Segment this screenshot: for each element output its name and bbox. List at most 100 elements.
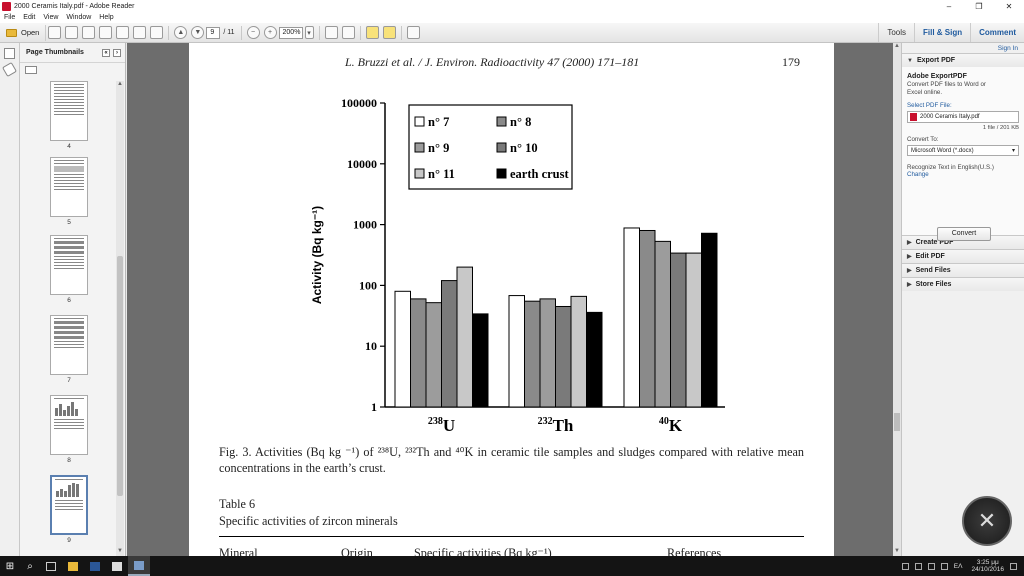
thumbnail-page-6[interactable] [50,235,88,295]
open-label: Open [21,28,40,37]
zoom-dropdown-icon[interactable]: ▾ [304,26,314,39]
collapse-icon[interactable]: « [102,48,110,57]
table-rule [219,536,804,537]
change-link[interactable]: Change [907,171,929,178]
close-panel-icon[interactable]: › [113,48,121,57]
edit-pdf-label: Edit PDF [915,253,945,260]
close-button[interactable]: ✕ [1005,1,1013,11]
adobe-export-title: Adobe ExportPDF [907,73,967,80]
scrollbar-thumb[interactable] [117,256,123,496]
menu-view[interactable]: View [43,14,59,21]
thumbnail-page-4[interactable] [50,81,88,141]
tools-tab[interactable]: Tools [878,23,914,42]
legend-swatch [414,142,425,153]
word-icon[interactable] [84,556,106,576]
volume-icon[interactable] [927,562,935,570]
thumbnail-page-7[interactable] [50,315,88,375]
notifications-icon[interactable] [1010,562,1017,570]
open-button[interactable]: Open [0,24,47,41]
thumbnail-label: 7 [67,377,71,384]
network-icon[interactable] [914,562,922,570]
toolbar-separator [240,25,242,40]
search-icon[interactable]: ⌕ [27,560,33,572]
page-thumbnails-icon[interactable] [4,48,15,59]
highlight-icon[interactable] [382,26,396,39]
navigation-pane [0,43,20,556]
menu-help[interactable]: Help [99,14,114,21]
legend-swatch [496,116,507,127]
store-files-section[interactable]: ▶ Store Files [902,277,1024,291]
thumbnail-page-5[interactable] [50,157,88,217]
floating-widget-icon[interactable]: ✕ [962,496,1012,546]
fit-page-icon[interactable] [324,26,338,39]
selected-file[interactable]: 2000 Ceramis Italy.pdf [907,111,1019,123]
export-pdf-section[interactable]: ▼ Export PDF [902,53,1024,67]
language-indicator[interactable]: ΕΛ [953,562,963,570]
edit-pdf-section[interactable]: ▶ Edit PDF [902,249,1024,263]
zoom-input[interactable]: 200% [278,26,303,39]
toolbar-separator [318,25,320,40]
tray-chevron-icon[interactable] [901,562,909,570]
scrollbar-thumb[interactable] [894,413,900,431]
recognize-text: Recognize Text in English(U.S.) [907,164,994,171]
folder-icon [6,28,17,37]
convert-button[interactable]: Convert [937,227,991,241]
y-tick-label: 10000 [347,157,377,171]
legend-label: earth crust [510,167,569,181]
thumbnail-page-9[interactable] [50,475,88,535]
page-number-input[interactable]: 9 [206,26,221,39]
save-icon[interactable] [116,26,130,39]
system-tray: ΕΛ 3:25 μμ 24/10/2016 [899,556,1020,576]
sign-icon[interactable] [406,26,420,39]
convert-to-label: Convert To: [907,136,939,143]
adobe-export-description: Convert PDF files to Word or Excel onlin… [907,81,986,96]
thumbnails-scrollbar[interactable]: ▲ ▼ [116,81,124,556]
expanded-arrow-icon: ▼ [907,57,913,64]
document-icon[interactable] [106,556,128,576]
restore-button[interactable]: ❐ [975,1,983,11]
scroll-down-icon[interactable]: ▼ [894,548,900,554]
legend-label: n° 9 [428,141,449,155]
edit-icon[interactable] [82,26,96,39]
comment-icon[interactable] [365,26,379,39]
x-tick-label: 232Th [538,416,574,435]
convert-to-select[interactable]: Microsoft Word (*.docx) ▾ [907,145,1019,156]
create-pdf-icon[interactable] [48,26,62,39]
scroll-down-icon[interactable]: ▼ [117,548,123,554]
menu-edit[interactable]: Edit [23,14,36,21]
export-pdf-label: Export PDF [916,57,956,64]
menu-file[interactable]: File [4,14,16,21]
attachments-icon[interactable] [1,61,18,78]
comment-tab[interactable]: Comment [970,23,1024,42]
scroll-up-icon[interactable]: ▲ [117,81,123,87]
legend-label: n° 11 [428,167,455,181]
minimize-button[interactable]: – [946,1,952,11]
clock[interactable]: 3:25 μμ 24/10/2016 [971,559,1004,573]
zoom-in-icon[interactable]: + [263,26,277,39]
task-view-icon[interactable] [40,556,62,576]
options-icon[interactable] [25,66,37,74]
table-header-mineral: Mineral [219,546,258,556]
battery-icon[interactable] [940,562,948,570]
print-icon[interactable] [133,26,147,39]
scroll-up-icon[interactable]: ▲ [894,43,900,49]
cloud-icon[interactable] [99,26,113,39]
send-files-section[interactable]: ▶ Send Files [902,263,1024,277]
prev-page-icon[interactable]: ▲ [174,26,188,39]
zoom-out-icon[interactable]: − [246,26,260,39]
email-icon[interactable] [150,26,164,39]
create-pdf-label: Create PDF [915,239,954,246]
full-screen-icon[interactable] [341,26,355,39]
sign-in-link[interactable]: Sign In [997,45,1018,52]
start-button[interactable]: ⊞ [5,560,15,572]
menu-window[interactable]: Window [66,14,92,21]
legend-label: n° 10 [510,141,538,155]
file-explorer-icon[interactable] [62,556,84,576]
share-icon[interactable] [65,26,79,39]
next-page-icon[interactable]: ▼ [191,26,205,39]
adobe-reader-taskbar-icon[interactable] [128,556,150,576]
fill-sign-tab[interactable]: Fill & Sign [914,23,970,42]
thumbnail-page-8[interactable] [50,395,88,455]
document-scrollbar[interactable]: ▲ ▼ [893,43,901,556]
taskbar: ⊞ ⌕ ΕΛ 3:25 μμ 24/10/2016 [0,556,1024,576]
